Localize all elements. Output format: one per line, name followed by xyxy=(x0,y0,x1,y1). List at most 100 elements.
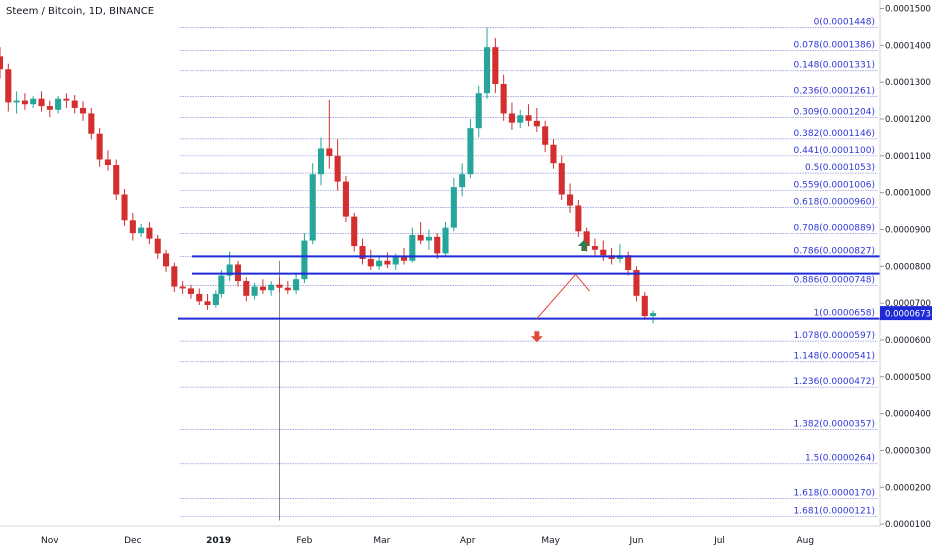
fib-level-label: 0.618(0.0000960) xyxy=(794,197,875,207)
y-tick-label: 0.0000400 xyxy=(885,410,931,420)
candle-down xyxy=(641,295,648,317)
candle-up xyxy=(425,236,432,241)
fib-level-label: 0.148(0.0001331) xyxy=(794,61,875,71)
candle-down xyxy=(63,98,70,101)
candle-down xyxy=(21,100,28,105)
candle-down xyxy=(46,106,53,110)
y-tick-label: 0.0001000 xyxy=(885,189,931,199)
candle-down xyxy=(162,253,170,267)
candle-down xyxy=(359,246,366,259)
fib-level-label: 0.309(0.0001204) xyxy=(794,108,875,118)
candle-down xyxy=(591,246,599,250)
x-tick-label: Feb xyxy=(296,536,312,546)
arrow-up-icon xyxy=(577,240,590,252)
price-axis xyxy=(880,0,932,550)
candle-down xyxy=(154,238,161,254)
candle-up xyxy=(442,227,449,254)
candle-down xyxy=(38,98,45,107)
fib-level-label: 0.236(0.0001261) xyxy=(794,87,875,97)
candle-up xyxy=(317,148,325,175)
candle-down xyxy=(492,47,499,84)
y-tick-label: 0.0001400 xyxy=(885,41,931,51)
candle-down xyxy=(88,113,95,134)
arrow-down-icon xyxy=(530,331,543,343)
candle-down xyxy=(146,227,153,239)
candle-up xyxy=(138,227,145,234)
y-tick-label: 0.0001100 xyxy=(885,152,931,162)
candle-down xyxy=(558,163,565,195)
candle-up xyxy=(467,128,474,175)
y-tick-label: 0.0000700 xyxy=(885,299,931,309)
fib-level-label: 0.708(0.0000889) xyxy=(794,224,875,234)
y-tick-label: 0.0000800 xyxy=(885,262,931,272)
y-tick-label: 0.0000200 xyxy=(885,483,931,493)
candle-down xyxy=(0,56,4,70)
candle-down xyxy=(434,236,441,254)
candle-up xyxy=(30,98,37,105)
x-tick-label: Apr xyxy=(460,536,476,546)
fib-level-label: 1.382(0.0000357) xyxy=(794,419,875,429)
y-tick-label: 0.0001300 xyxy=(885,78,931,88)
candle-down xyxy=(179,286,186,289)
y-tick-label: 0.0000100 xyxy=(885,520,931,530)
candle-down xyxy=(500,83,507,114)
fib-level-label: 1.236(0.0000472) xyxy=(794,377,875,387)
candle-up xyxy=(459,174,466,188)
y-tick-label: 0.0000900 xyxy=(885,225,931,235)
candle-down xyxy=(525,115,532,121)
fib-level-label: 1.5(0.0000264) xyxy=(805,454,875,464)
fib-level-label: 0(0.0001448) xyxy=(814,18,875,28)
fib-level-label: 0.382(0.0001146) xyxy=(794,129,875,139)
y-tick-label: 0.0000600 xyxy=(885,336,931,346)
fib-level-label: 0.441(0.0001100) xyxy=(794,146,875,156)
fib-level-label: 1(0.0000658) xyxy=(814,309,875,319)
plot-area xyxy=(0,0,880,526)
candle-down xyxy=(625,255,632,270)
candle-down xyxy=(575,205,582,232)
candle-up xyxy=(13,100,20,103)
candle-down xyxy=(326,148,333,156)
candle-down xyxy=(284,287,291,291)
fib-level-label: 1.078(0.0000597) xyxy=(794,331,875,341)
candle-down xyxy=(567,194,574,206)
candle-up xyxy=(392,257,399,265)
candle-down xyxy=(334,155,341,182)
candle-down xyxy=(351,216,358,247)
candle-up xyxy=(251,286,258,296)
chart-title: Steem / Bitcoin, 1D, BINANCE xyxy=(6,6,155,17)
candle-down xyxy=(196,293,203,302)
y-tick-label: 0.0001500 xyxy=(885,4,931,14)
candle-down xyxy=(79,107,87,114)
x-tick-label: May xyxy=(541,536,560,546)
candle-up xyxy=(55,98,62,110)
candle-down xyxy=(187,288,194,294)
x-tick-label: 2019 xyxy=(206,536,231,546)
x-tick-label: Nov xyxy=(41,536,59,546)
candle-down xyxy=(96,133,103,160)
candle-down xyxy=(533,120,540,127)
candle-down xyxy=(129,220,136,234)
fib-level-label: 0.5(0.0001053) xyxy=(805,163,875,173)
candle-up xyxy=(218,275,225,294)
current-price-label: 0.0000673 xyxy=(885,310,931,320)
candle-up xyxy=(409,235,416,261)
fib-level-label: 0.559(0.0001006) xyxy=(794,180,875,190)
candle-down xyxy=(508,113,515,123)
fib-level-label: 1.618(0.0000170) xyxy=(794,488,875,498)
candle-up xyxy=(450,187,457,228)
y-tick-label: 0.0000500 xyxy=(885,373,931,383)
x-tick-label: Jun xyxy=(628,536,643,546)
candle-down xyxy=(171,266,178,287)
candle-down xyxy=(342,181,349,217)
x-tick-label: Jul xyxy=(713,536,725,546)
candle-down xyxy=(600,249,607,256)
candle-up xyxy=(226,264,233,276)
candle-up xyxy=(376,260,383,267)
candle-down xyxy=(367,258,374,267)
x-tick-label: Dec xyxy=(124,536,141,546)
candle-up xyxy=(484,47,491,94)
candle-up xyxy=(212,293,219,305)
y-tick-label: 0.0000300 xyxy=(885,446,931,456)
candle-down xyxy=(550,144,557,164)
